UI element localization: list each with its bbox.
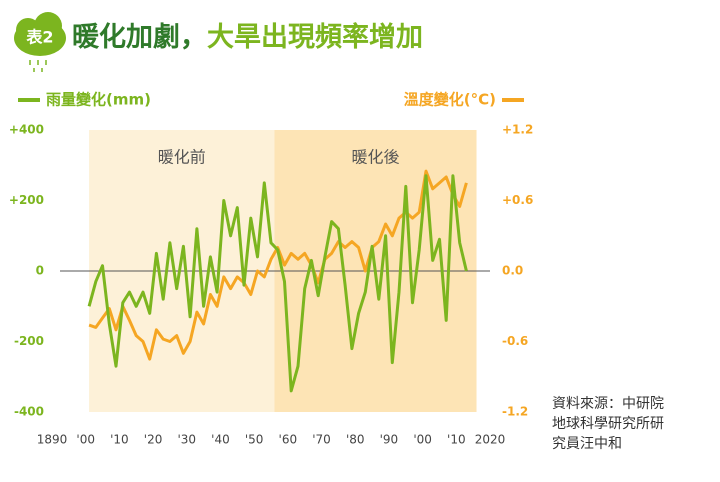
y2-tick-label: -1.2 <box>502 405 528 419</box>
rain-drops <box>29 60 47 72</box>
x-tick-label: 1890 <box>37 433 68 447</box>
x-tick-label: '70 <box>312 433 331 447</box>
y-tick-label: -400 <box>14 405 44 419</box>
x-tick-label: 2020 <box>475 433 506 447</box>
title: 暖化加劇， <box>72 22 207 53</box>
x-tick-label: '00 <box>76 433 95 447</box>
x-tick-label: '50 <box>245 433 264 447</box>
source-note: 資料來源：中研院 <box>552 396 664 412</box>
badge: 表2 <box>14 12 66 72</box>
title-highlight: 大旱出現頻率增加 <box>207 21 423 53</box>
y-tick-label: 0 <box>36 264 44 278</box>
legend-label: 溫度變化(°C) <box>404 91 496 109</box>
x-tick-label: '00 <box>413 433 432 447</box>
source-note: 地球科學研究所研 <box>552 416 664 432</box>
series-line <box>87 174 468 393</box>
x-tick-label: '20 <box>144 433 163 447</box>
x-tick-label: '60 <box>279 433 298 447</box>
legend-label: 雨量變化(mm) <box>46 91 151 109</box>
x-tick-label: '80 <box>346 433 365 447</box>
region-label: 暖化後 <box>351 148 399 167</box>
x-tick-label: '90 <box>380 433 399 447</box>
y2-tick-label: +0.6 <box>502 193 533 207</box>
badge-cloud <box>16 18 40 42</box>
x-tick-label: '30 <box>177 433 196 447</box>
region-label: 暖化前 <box>158 148 206 167</box>
x-tick-label: '10 <box>110 433 129 447</box>
y2-tick-label: 0.0 <box>502 264 523 278</box>
chart-title: 暖化加劇，大旱出現頻率增加 <box>72 21 423 53</box>
source-note: 究員汪中和 <box>552 436 622 452</box>
y2-tick-label: +1.2 <box>502 123 533 137</box>
x-tick-label: '10 <box>447 433 466 447</box>
y2-tick-label: -0.6 <box>502 334 528 348</box>
y-tick-label: -200 <box>14 334 44 348</box>
y-tick-label: +400 <box>9 123 44 137</box>
x-tick-label: '40 <box>211 433 230 447</box>
badge-text: 表2 <box>25 28 53 47</box>
y-tick-label: +200 <box>9 193 44 207</box>
badge-cloud <box>34 12 62 40</box>
